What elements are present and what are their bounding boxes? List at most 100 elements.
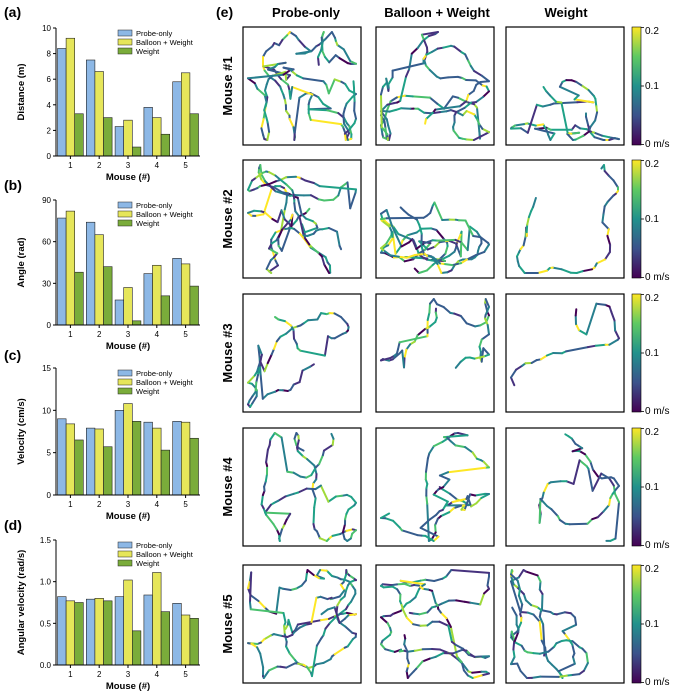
trajectory-segment — [403, 258, 415, 263]
trajectory-segment — [344, 83, 351, 92]
trajectory-segment — [448, 507, 455, 514]
trajectory-segment — [512, 648, 516, 658]
trajectory-segment — [264, 503, 272, 514]
y-tick-label: 0.5 — [40, 619, 52, 628]
trajectory-segment — [420, 31, 439, 36]
trajectory-segment — [425, 494, 429, 505]
trajectory-segment — [392, 519, 401, 529]
legend-entry: Weight — [136, 387, 160, 396]
trajectory-segment — [349, 191, 357, 210]
trajectory-segment — [549, 480, 562, 484]
trajectory-segment — [434, 602, 443, 608]
bar-probe-only-mouse-3 — [114, 596, 124, 666]
trajectory-segment — [575, 270, 584, 274]
y-tick-label: 1.0 — [40, 578, 52, 587]
trajectory-segment — [270, 231, 277, 241]
trajectory-segment — [510, 656, 516, 666]
trajectory-segment — [247, 73, 285, 80]
x-axis-label: Mouse (#) — [106, 681, 150, 692]
trajectory-segment — [405, 343, 412, 351]
legend-swatch — [117, 378, 133, 386]
trajectory-segment — [310, 596, 318, 625]
panel-label-a: (a) — [4, 4, 21, 20]
trajectory-segment — [272, 186, 283, 194]
trajectory-segment — [381, 110, 391, 113]
trajectory-segment — [283, 320, 293, 327]
trajectory-segment — [584, 453, 592, 463]
trajectory-segment — [333, 312, 342, 318]
trajectory-segment — [400, 241, 410, 248]
trajectory-segment — [595, 258, 606, 265]
trajectory-segment — [262, 669, 270, 679]
trajectory-segment — [403, 94, 414, 98]
trajectory-segment — [461, 663, 470, 673]
trajectory-segment — [264, 83, 268, 92]
trajectory-segment — [566, 132, 574, 141]
trajectory-segment — [432, 256, 441, 265]
trajectory-segment — [277, 318, 286, 323]
trajectory-segment — [324, 621, 331, 630]
trajectory-segment — [322, 658, 332, 664]
trajectory-segment — [427, 33, 437, 37]
trajectory-segment — [541, 500, 548, 507]
trajectory-segment — [259, 183, 271, 188]
trajectory-segment — [283, 625, 286, 636]
trajectory-segment — [304, 572, 308, 582]
trajectory-segment — [426, 254, 435, 259]
bar-weight-mouse-1 — [74, 113, 84, 157]
trajectory-segment — [483, 587, 490, 595]
trajectory-segment — [480, 347, 485, 363]
trajectory-segment — [448, 239, 457, 245]
trajectory-segment — [323, 198, 335, 202]
bar-probe-only-mouse-1 — [57, 418, 67, 496]
bar-balloon-weight-mouse-4 — [152, 572, 162, 666]
trajectory-segment — [318, 454, 324, 466]
colorbar — [631, 293, 642, 413]
trajectory-segment — [301, 365, 312, 372]
trajectory-segment — [511, 606, 518, 617]
trajectory-panel-mouse-1-col-2 — [375, 26, 495, 146]
trajectory-segment — [302, 226, 319, 234]
trajectory-segment — [303, 45, 312, 53]
trajectory-segment — [305, 487, 317, 491]
trajectory-segment — [428, 655, 437, 660]
trajectory-segment — [307, 318, 319, 322]
trajectory-segment — [594, 97, 598, 108]
trajectory-segment — [330, 31, 336, 39]
trajectory-segment — [380, 93, 383, 129]
trajectory-segment — [265, 448, 269, 464]
trajectory-segment — [518, 265, 526, 274]
trajectory-segment — [399, 75, 407, 102]
trajectory-segment — [612, 477, 620, 487]
trajectory-segment — [277, 228, 284, 240]
trajectory-segment — [570, 131, 581, 135]
trajectory-segment — [482, 347, 490, 356]
trajectory-segment — [265, 268, 273, 274]
trajectory-segment — [264, 473, 268, 483]
trajectory-segment — [472, 83, 478, 92]
trajectory-segment — [318, 185, 357, 191]
trajectory-segment — [426, 620, 434, 627]
trajectory-segment — [470, 502, 478, 508]
trajectory-segment — [398, 335, 429, 344]
trajectory-segment — [425, 111, 434, 121]
x-tick-label: 4 — [155, 670, 160, 679]
trajectory-panel-mouse-2-col-2 — [375, 159, 495, 279]
trajectory-segment — [266, 390, 277, 396]
trajectory-segment — [247, 179, 254, 191]
legend-entry: Weight — [136, 47, 160, 56]
trajectory-panel-mouse-5-col-1 — [242, 564, 362, 684]
trajectory-segment — [343, 589, 348, 598]
legend-entry: Weight — [136, 219, 160, 228]
trajectory-segment — [280, 209, 286, 221]
trajectory-segment — [540, 639, 547, 649]
trajectory-segment — [402, 609, 408, 619]
x-axis-label: Mouse (#) — [106, 341, 150, 352]
trajectory-panel-mouse-5-col-2 — [375, 564, 495, 684]
trajectory-segment — [392, 225, 400, 236]
trajectory-segment — [600, 134, 611, 139]
legend-swatch — [117, 550, 133, 558]
x-tick-label: 1 — [68, 670, 73, 679]
trajectory-segment — [426, 245, 436, 251]
trajectory-segment — [293, 227, 301, 235]
